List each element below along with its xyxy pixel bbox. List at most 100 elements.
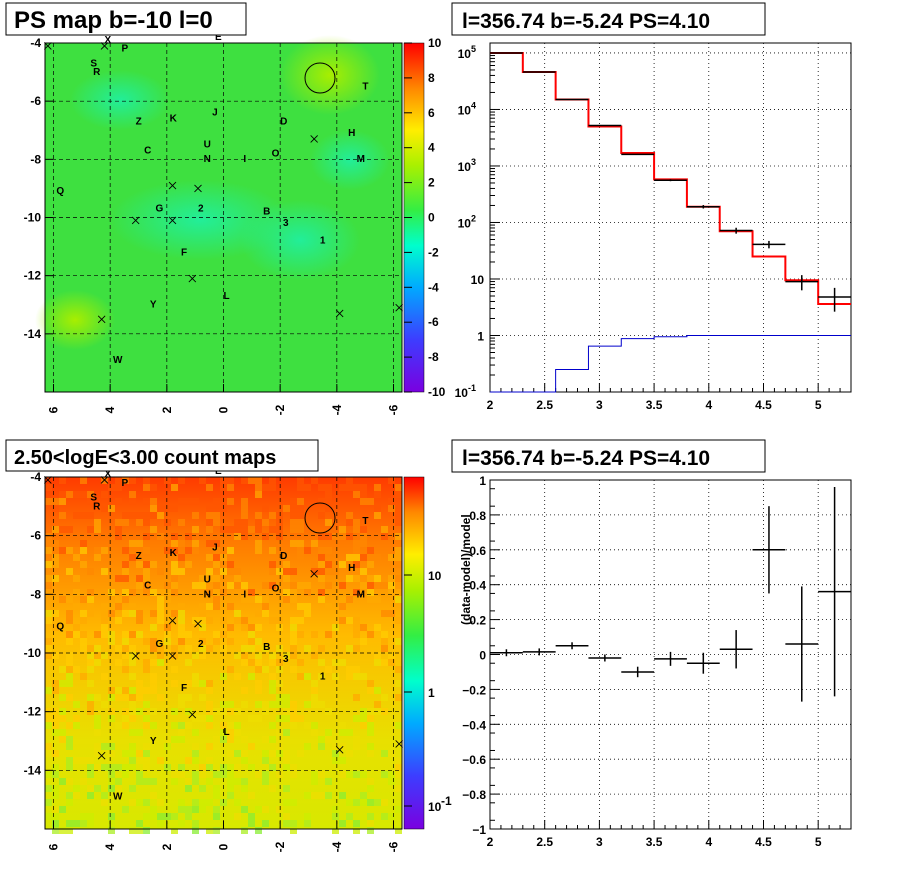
count-pixel: [388, 652, 395, 659]
count-pixel: [178, 554, 185, 561]
spectrum-y-tick-label: 104: [458, 100, 476, 117]
count-pixel: [80, 645, 87, 652]
count-pixel: [94, 554, 101, 561]
count-pixel: [101, 624, 108, 631]
count-pixel: [157, 659, 164, 666]
count-pixel: [311, 631, 318, 638]
count-pixel: [122, 722, 129, 729]
count-pixel: [45, 799, 52, 806]
count-pixel: [234, 575, 241, 582]
count-pixel: [150, 484, 157, 491]
count-pixel: [80, 512, 87, 519]
count-pixel: [353, 736, 360, 743]
count-pixel: [73, 491, 80, 498]
count-pixel: [248, 638, 255, 645]
count-pixel: [45, 610, 52, 617]
count-pixel: [332, 827, 339, 834]
count-pixel: [59, 491, 66, 498]
x-marker: [97, 751, 106, 760]
count-pixel: [108, 694, 115, 701]
count-pixel: [339, 484, 346, 491]
count-pixel: [241, 582, 248, 589]
count-pixel: [276, 736, 283, 743]
spectrum-panel: 2 2.5 3 3.5 4 4.5 5 10-1 1 10 102 103 104 105: [455, 42, 852, 412]
count-pixel: [157, 694, 164, 701]
count-pixel: [192, 540, 199, 547]
count-pixel: [157, 652, 164, 659]
count-pixel: [269, 673, 276, 680]
count-pixel: [143, 638, 150, 645]
count-pixel: [269, 568, 276, 575]
count-pixel: [136, 750, 143, 757]
count-pixel: [101, 568, 108, 575]
count-pixel: [66, 792, 73, 799]
count-pixel: [178, 701, 185, 708]
spectrum-y-tick-exp: -1: [468, 383, 476, 393]
count-pixel: [136, 582, 143, 589]
count-pixel: [318, 596, 325, 603]
count-pixel: [374, 554, 381, 561]
count-pixel: [87, 764, 94, 771]
residual-y-tick-label: −0.4: [462, 718, 486, 732]
count-pixel: [150, 638, 157, 645]
count-pixel: [73, 785, 80, 792]
count-pixel: [381, 750, 388, 757]
count-pixel: [353, 561, 360, 568]
count-pixel: [290, 631, 297, 638]
count-pixel: [185, 561, 192, 568]
map-x-tick-label: 2: [160, 843, 174, 850]
count-pixel: [73, 820, 80, 827]
count-pixel: [374, 659, 381, 666]
source-label: W: [113, 792, 123, 803]
count-pixel: [297, 484, 304, 491]
count-pixel: [227, 722, 234, 729]
source-label: B: [263, 207, 270, 218]
count-pixel: [353, 771, 360, 778]
count-pixel: [143, 533, 150, 540]
source-label: L: [224, 727, 230, 738]
count-pixel: [332, 673, 339, 680]
count-pixel: [52, 624, 59, 631]
count-pixel: [332, 533, 339, 540]
count-pixel: [59, 715, 66, 722]
count-pixel: [255, 771, 262, 778]
count-pixel: [234, 673, 241, 680]
count-pixel: [115, 533, 122, 540]
map-y-tick-label: -4: [30, 36, 41, 50]
count-pixel: [66, 596, 73, 603]
count-pixel: [234, 722, 241, 729]
count-pixel: [192, 820, 199, 827]
count-pixel: [353, 519, 360, 526]
count-pixel: [108, 764, 115, 771]
count-pixel: [374, 512, 381, 519]
count-pixel: [206, 505, 213, 512]
count-pixel: [115, 519, 122, 526]
count-pixel: [311, 568, 318, 575]
residual-x-tick-label: 3.5: [646, 835, 663, 849]
count-pixel: [353, 547, 360, 554]
count-pixel: [199, 638, 206, 645]
count-pixel: [171, 645, 178, 652]
map-y-tick-label: -14: [24, 763, 42, 777]
spectrum-title: l=356.74 b=-5.24 PS=4.10: [462, 10, 710, 33]
ps-cb-tick-label: 8: [428, 71, 435, 85]
count-pixel: [332, 813, 339, 820]
count-pixel: [171, 575, 178, 582]
count-pixel: [73, 554, 80, 561]
count-pixel: [269, 526, 276, 533]
count-pixel: [164, 764, 171, 771]
count-pixel: [206, 540, 213, 547]
count-pixel: [304, 813, 311, 820]
x-marker: [44, 476, 52, 484]
count-pixel: [234, 729, 241, 736]
count-pixel: [381, 694, 388, 701]
source-label: Z: [136, 116, 142, 127]
count-pixel: [297, 554, 304, 561]
ps-cb-tick-label: -6: [428, 315, 439, 329]
count-pixel: [94, 715, 101, 722]
count-pixel: [73, 603, 80, 610]
count-pixel: [206, 575, 213, 582]
count-pixel: [353, 820, 360, 827]
count-pixel: [353, 526, 360, 533]
count-map-panel: XP E SR T Z K J D H C UN O I M Q G 2 B 3 1 F Y L W 6 4 2 0 -2 -4 -6 -4…: [24, 466, 452, 852]
